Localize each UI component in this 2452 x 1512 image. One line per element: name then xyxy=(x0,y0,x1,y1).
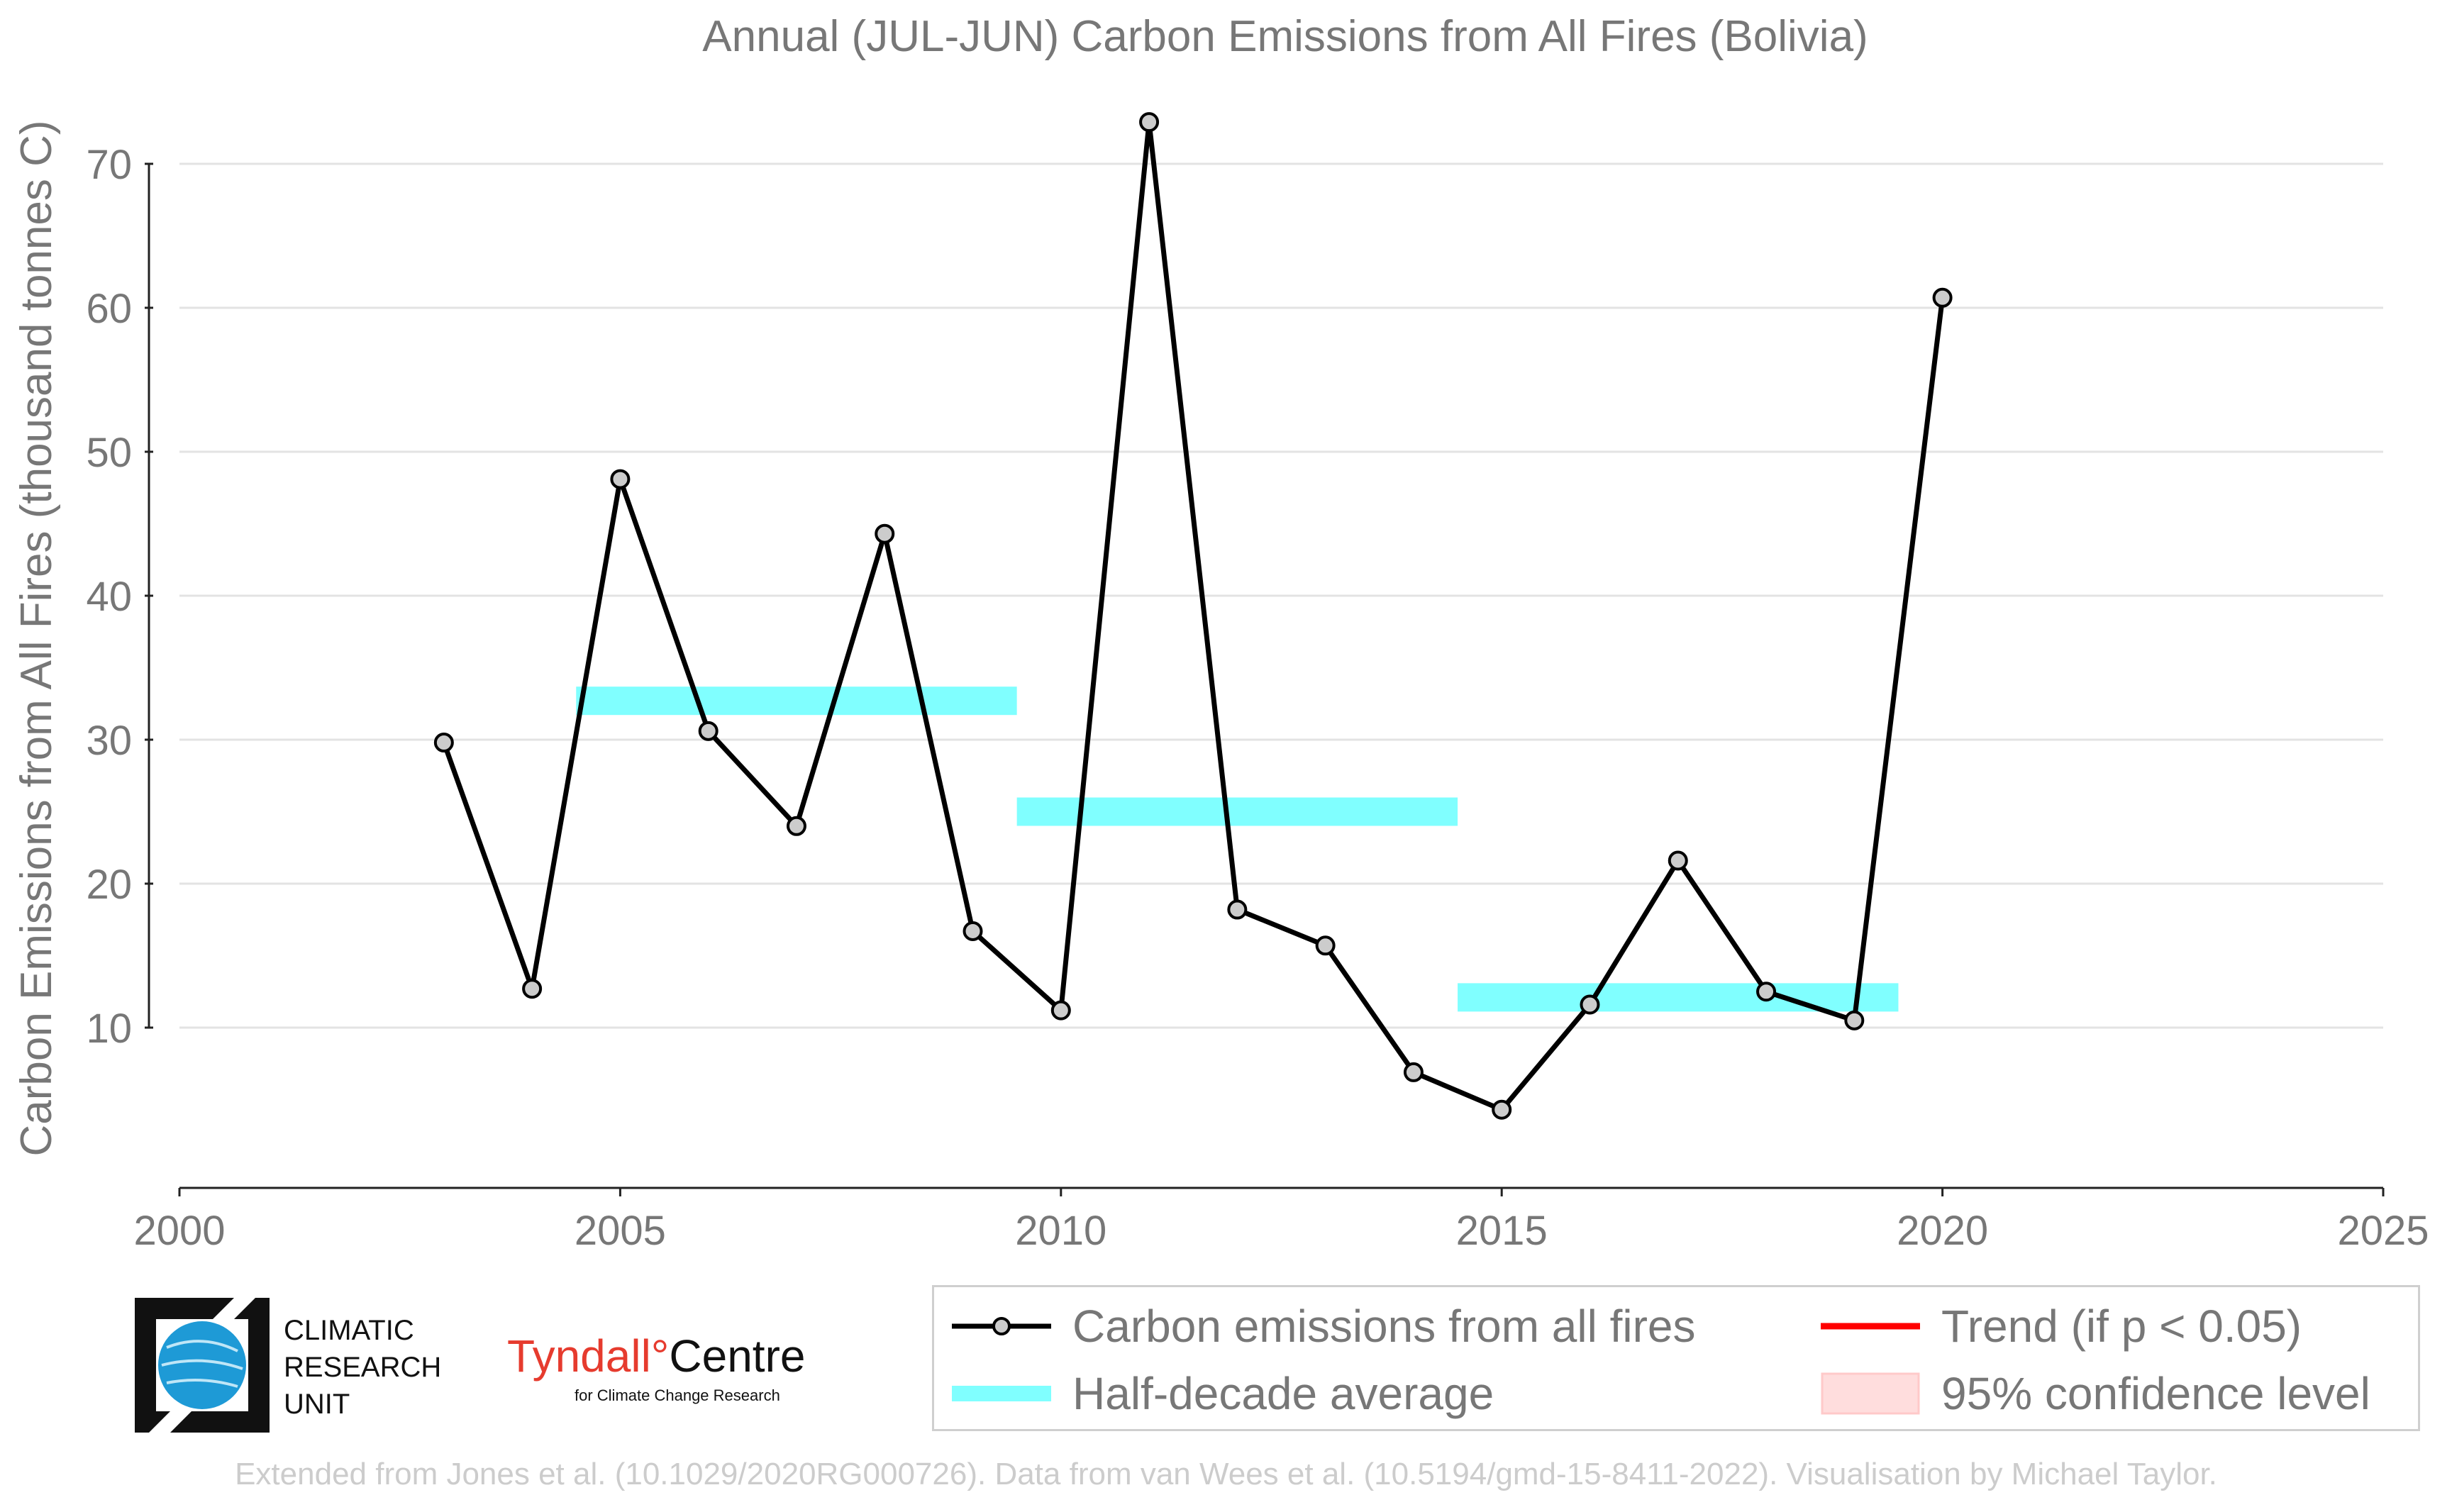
data-point xyxy=(786,816,806,836)
cru-logo-text: CLIMATIC RESEARCH UNIT xyxy=(284,1312,441,1423)
line-marker-icon xyxy=(952,1317,1051,1335)
axes: 10 20 30 40 50 60 70 2000 2005 2010 2015 2020 2025 xyxy=(86,142,2429,1254)
data-point xyxy=(1139,112,1160,133)
legend-label: Half-decade average xyxy=(1072,1368,1494,1419)
half-decade-bar-icon xyxy=(952,1386,1051,1401)
data-point xyxy=(1844,1010,1865,1030)
data-point xyxy=(1492,1099,1512,1120)
x-tick-label: 2025 xyxy=(2337,1208,2429,1254)
emissions-series xyxy=(433,112,1953,1120)
x-tick-label: 2010 xyxy=(1015,1208,1106,1254)
x-tick-label: 2000 xyxy=(133,1208,225,1254)
legend-item-confidence: 95% confidence level xyxy=(1821,1362,2370,1425)
series-line xyxy=(441,119,1946,1113)
y-tick-label: 60 xyxy=(86,286,132,332)
data-point xyxy=(1050,1000,1071,1021)
cru-line: CLIMATIC xyxy=(284,1315,414,1346)
y-tick-label: 10 xyxy=(86,1006,132,1052)
tyndall-centre: Centre xyxy=(669,1330,806,1382)
legend-label: Trend (if p < 0.05) xyxy=(1941,1301,2302,1352)
half-decade-bar xyxy=(576,686,1017,716)
half-decade-bar xyxy=(1016,797,1458,826)
half-decade-bar xyxy=(1458,983,1899,1012)
footer-credits: Extended from Jones et al. (10.1029/2020… xyxy=(235,1457,2217,1491)
gridlines xyxy=(179,162,2383,1029)
half-decade-averages xyxy=(576,686,1899,1012)
data-point xyxy=(1403,1062,1424,1082)
logos: CLIMATIC RESEARCH UNIT Tyndall°Centre fo… xyxy=(128,1287,837,1450)
data-point xyxy=(433,733,454,753)
data-point xyxy=(610,469,631,489)
legend-item-emissions: Carbon emissions from all fires xyxy=(952,1294,1696,1358)
chart-title: Annual (JUL-JUN) Carbon Emissions from A… xyxy=(702,12,1868,61)
x-tick-label: 2020 xyxy=(1897,1208,1988,1254)
data-point xyxy=(698,721,719,741)
legend-label: 95% confidence level xyxy=(1941,1368,2370,1419)
confidence-patch-icon xyxy=(1821,1372,1920,1415)
x-tick-label: 2005 xyxy=(575,1208,666,1254)
trend-line-icon xyxy=(1821,1323,1920,1330)
y-tick-label: 40 xyxy=(86,574,132,620)
cru-line: RESEARCH xyxy=(284,1352,442,1383)
data-point xyxy=(963,921,983,941)
tyndall-name: Tyndall xyxy=(507,1330,651,1382)
data-point xyxy=(522,979,543,999)
data-point xyxy=(1668,850,1688,871)
legend-item-half-decade: Half-decade average xyxy=(952,1362,1494,1425)
data-point xyxy=(1932,287,1953,308)
tyndall-subtitle: for Climate Change Research xyxy=(575,1386,780,1404)
data-point xyxy=(1756,982,1777,1002)
y-axis-label: Carbon Emissions from All Fires (thousan… xyxy=(12,120,61,1156)
chart: Annual (JUL-JUN) Carbon Emissions from A… xyxy=(12,12,2429,1254)
data-point xyxy=(1580,994,1600,1015)
cru-logo-icon xyxy=(135,1298,270,1433)
y-tick-label: 20 xyxy=(86,862,132,908)
y-tick-label: 30 xyxy=(86,718,132,764)
data-point xyxy=(875,523,895,544)
y-tick-label: 70 xyxy=(86,142,132,188)
data-point xyxy=(1227,899,1248,920)
x-tick-label: 2015 xyxy=(1456,1208,1548,1254)
tyndall-logo: Tyndall°Centre xyxy=(507,1330,805,1382)
legend-label: Carbon emissions from all fires xyxy=(1072,1301,1696,1352)
legend-item-trend: Trend (if p < 0.05) xyxy=(1821,1294,2302,1358)
legend: Carbon emissions from all fires Trend (i… xyxy=(932,1285,2420,1431)
cru-line: UNIT xyxy=(284,1389,350,1420)
y-tick-label: 50 xyxy=(86,430,132,476)
data-point xyxy=(1315,935,1336,956)
tyndall-degree: ° xyxy=(650,1330,670,1382)
